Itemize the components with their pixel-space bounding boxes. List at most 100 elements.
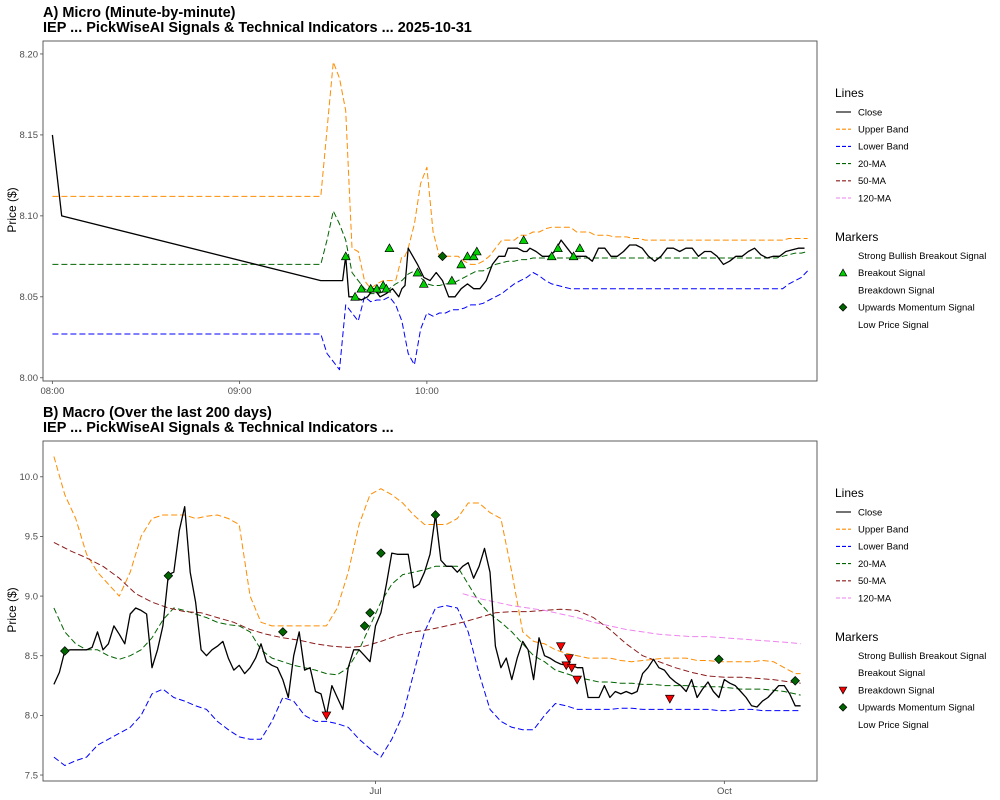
panel-b-marker-upwards-momentum-signal <box>790 675 800 686</box>
panel-b-title: B) Macro (Over the last 200 days) <box>43 405 272 421</box>
panel-b-y-tick-label: 8.0 <box>25 711 38 722</box>
panel-b-series-50-ma <box>53 541 801 684</box>
panel-a-marker-breakout-signal <box>462 251 473 261</box>
panel-a-marker-breakout-signal <box>446 275 457 285</box>
panel-a-plot-area <box>42 40 818 382</box>
legend-b-label-lower-band: Lower Band <box>858 542 909 553</box>
panel-a-marker-breakout-signal <box>456 259 467 269</box>
panel-a-y-axis-label: Price ($) <box>5 187 19 232</box>
legend-b-label-20-ma: 20-MA <box>858 559 887 570</box>
panel-b-y-tick-label: 9.5 <box>25 532 38 543</box>
legend-a-label-50-ma: 50-MA <box>858 176 887 187</box>
panel-a-marker-breakout-signal <box>340 251 351 261</box>
panel-b-y-tick-label: 10.0 <box>20 472 39 483</box>
panel-b-macro: 7.5 8.0 8.5 9.0 9.5 10.0 Jul Oct <box>20 440 818 797</box>
legend-b-key-upwards-momentum-signal <box>838 703 848 712</box>
panel-b-x-tick-label: Jul <box>369 786 381 797</box>
panel-b-marker-breakdown-signal <box>566 663 577 673</box>
panel-a-marker-breakout-signal <box>546 251 557 261</box>
panel-b-marker-upwards-momentum-signal <box>714 654 724 665</box>
legend-b-label-strong-bullish-breakout-signal: Strong Bullish Breakout Signal <box>858 651 986 662</box>
legend-a-label-upwards-momentum-signal: Upwards Momentum Signal <box>858 303 975 314</box>
legend-a-markers-title: Markers <box>835 230 878 244</box>
panel-a-marker-breakout-signal <box>568 251 579 261</box>
panel-a-marker-breakout-signal <box>574 243 585 253</box>
panel-a-y-tick-label: 8.00 <box>20 373 39 384</box>
panel-a-micro: 8.00 8.05 8.10 8.15 8.20 08:00 09:00 10:00 <box>20 40 818 397</box>
panel-a-marker-breakout-signal <box>381 283 392 293</box>
panel-b-marker-upwards-momentum-signal <box>430 510 441 520</box>
panel-b-y-tick-label: 9.0 <box>25 591 38 602</box>
legend-b-label-low-price-signal: Low Price Signal <box>858 720 929 731</box>
legend-b-key-breakdown-signal <box>838 686 848 695</box>
legend-a-label-120-ma: 120-MA <box>858 193 892 204</box>
panel-b-y-tick-label: 8.5 <box>25 651 38 662</box>
legend-b-label-breakout-signal: Breakout Signal <box>858 668 925 679</box>
legend-b-label-120-ma: 120-MA <box>858 593 892 604</box>
panel-a-marker-breakout-signal <box>365 283 376 293</box>
panel-a-subtitle: IEP ... PickWiseAI Signals & Technical I… <box>43 20 472 36</box>
panel-b-marker-upwards-momentum-signal <box>376 548 386 558</box>
legend-a-lines-title: Lines <box>835 86 864 100</box>
panel-a-y-tick-label: 8.05 <box>20 292 39 303</box>
legend-a-label-breakout-signal: Breakout Signal <box>858 268 925 279</box>
panel-a-y-tick-label: 8.10 <box>20 211 39 222</box>
panel-b-x-tick-label: Oct <box>717 786 732 797</box>
legend-b-lines-title: Lines <box>835 486 864 500</box>
legend-a-key-upwards-momentum-signal <box>838 303 848 312</box>
panel-a-marker-breakout-signal <box>518 235 529 244</box>
legend-b-markers-title: Markers <box>835 630 878 644</box>
panel-b-plot-area <box>42 440 818 782</box>
panel-b-subtitle: IEP ... PickWiseAI Signals & Technical I… <box>43 420 394 436</box>
panel-b-series-close <box>53 505 801 717</box>
panel-b-y-tick-label: 7.5 <box>25 770 38 781</box>
panel-a-y-tick-label: 8.20 <box>20 49 39 60</box>
legend-b-label-upper-band: Upper Band <box>858 525 909 536</box>
legend-a-label-low-price-signal: Low Price Signal <box>858 320 929 331</box>
legend-a-label-close: Close <box>858 107 882 118</box>
panel-a-marker-breakout-signal <box>350 291 360 301</box>
panel-a-marker-breakout-signal <box>356 283 367 293</box>
panel-b-marker-breakdown-signal <box>664 694 675 704</box>
panel-b-marker-breakdown-signal <box>555 642 566 652</box>
panel-a-series-close <box>51 134 805 301</box>
legend-b-label-close: Close <box>858 507 882 518</box>
legend-b-label-upwards-momentum-signal: Upwards Momentum Signal <box>858 703 975 714</box>
panel-a-marker-breakout-signal <box>412 267 423 277</box>
panel-a-marker-upwards-momentum-signal <box>437 251 448 262</box>
panel-a-marker-breakout-signal <box>471 246 482 256</box>
panel-b-marker-breakdown-signal <box>321 711 332 721</box>
legend-a-label-breakdown-signal: Breakdown Signal <box>858 285 935 296</box>
panel-a-series-upper-band <box>52 61 808 290</box>
panel-a-marker-breakout-signal <box>384 243 395 253</box>
panel-b-marker-upwards-momentum-signal <box>365 607 375 618</box>
panel-a-marker-breakout-signal <box>468 251 479 261</box>
panel-b-marker-breakdown-signal <box>572 675 583 685</box>
legend-a-label-20-ma: 20-MA <box>858 159 887 170</box>
panel-a-marker-breakout-signal <box>418 278 429 288</box>
panel-b-y-axis-label: Price ($) <box>5 587 19 632</box>
panel-b-marker-upwards-momentum-signal <box>163 571 174 581</box>
panel-b-marker-upwards-momentum-signal <box>359 621 370 631</box>
panel-b-series-20-ma <box>53 565 801 696</box>
panel-b-series-120-ma <box>462 593 801 645</box>
panel-b-marker-upwards-momentum-signal <box>278 627 288 637</box>
panel-a-series-20-ma <box>52 210 808 295</box>
panel-a-title: A) Micro (Minute-by-minute) <box>43 5 236 21</box>
panel-b-series-lower-band <box>53 605 801 766</box>
panel-b-marker-upwards-momentum-signal <box>60 646 70 656</box>
legend-panel-b: Lines Close Upper Band Lower Band 20-MA 50-MA… <box>835 486 986 731</box>
panel-a-y-tick-label: 8.15 <box>20 130 39 141</box>
legend-panel-a: Lines Close Upper Band Lower Band 20-MA 50-MA… <box>835 86 986 331</box>
legend-a-key-breakout-signal <box>838 268 848 277</box>
legend-a-label-upper-band: Upper Band <box>858 125 909 136</box>
legend-b-label-50-ma: 50-MA <box>858 576 887 587</box>
panel-b-marker-breakdown-signal <box>564 654 574 664</box>
panel-a-marker-breakout-signal <box>553 243 563 253</box>
panel-b-series-upper-band <box>53 456 801 675</box>
panel-a-x-tick-label: 10:00 <box>415 386 439 397</box>
legend-a-label-lower-band: Lower Band <box>858 142 909 153</box>
panel-a-series-lower-band <box>52 270 808 371</box>
legend-a-label-strong-bullish-breakout-signal: Strong Bullish Breakout Signal <box>858 251 986 262</box>
